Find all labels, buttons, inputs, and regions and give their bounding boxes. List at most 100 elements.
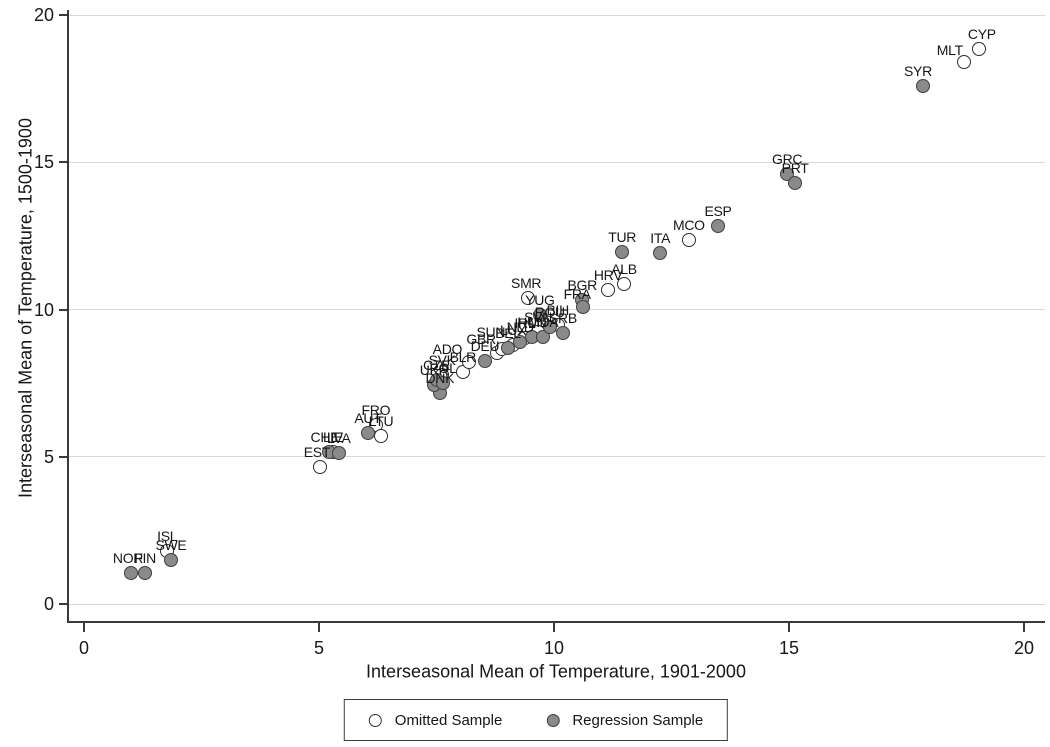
point-label-CZE: CZE <box>422 356 451 373</box>
point-label-TUR: TUR <box>608 229 637 246</box>
point-label-EST: EST <box>303 444 331 461</box>
point-label-CYP: CYP <box>967 25 996 42</box>
point-label-CHE: CHE <box>310 429 340 446</box>
x-tick <box>83 623 85 632</box>
point-label-HUN: HUN <box>517 313 547 330</box>
point-label-NOR: NOR <box>112 550 144 567</box>
point-label-FRA: FRA <box>563 286 591 303</box>
point-label-ISL: ISL <box>157 527 178 544</box>
point-label-POL: POL <box>429 360 457 377</box>
point-ITA <box>653 245 668 260</box>
point-label-LTU: LTU <box>368 413 394 430</box>
point-NLD <box>513 335 528 350</box>
point-ALB <box>617 276 632 291</box>
y-tick <box>59 455 67 458</box>
point-label-MDA: MDA <box>528 313 559 330</box>
point-BEL <box>500 340 515 355</box>
y-gridline <box>68 603 1045 605</box>
point-SWE <box>163 552 178 567</box>
point-label-LIE: LIE <box>323 429 344 446</box>
point-label-DEU: DEU <box>470 338 500 355</box>
point-label-GBR: GBR <box>466 330 496 347</box>
point-label-SRB: SRB <box>548 310 577 327</box>
point-MLT <box>956 55 971 70</box>
x-tick <box>553 623 555 632</box>
point-label-NLD: NLD <box>506 319 534 336</box>
point-label-ALB: ALB <box>611 260 637 277</box>
x-tick <box>318 623 320 632</box>
point-NOR <box>124 566 138 581</box>
point-label-LVA: LVA <box>326 430 351 447</box>
point-label-DNK: DNK <box>425 370 455 387</box>
y-tick-label: 5 <box>43 446 54 467</box>
point-PRT <box>788 175 803 190</box>
point-FRA <box>576 300 591 315</box>
point-label-GRC: GRC <box>772 151 803 168</box>
point-CYP <box>971 41 986 56</box>
omitted-sample-marker-icon <box>368 713 382 727</box>
y-gridline <box>68 14 1045 16</box>
point-label-ESP: ESP <box>704 203 732 220</box>
x-tick <box>1023 623 1025 632</box>
point-label-IRL: IRL <box>514 315 536 332</box>
y-tick-label: 0 <box>43 594 54 614</box>
legend: Omitted Sample Regression Sample <box>343 699 729 741</box>
x-axis-line <box>67 621 1045 623</box>
regression-sample-label: Regression Sample <box>572 711 704 729</box>
point-HRV <box>601 283 616 298</box>
y-tick <box>59 161 67 164</box>
point-EST <box>312 460 327 475</box>
point-SRB <box>555 326 570 341</box>
point-label-ADO: ADO <box>432 340 463 357</box>
point-label-FRO: FRO <box>361 401 391 418</box>
omitted-sample-label: Omitted Sample <box>394 711 503 729</box>
y-tick-label: 10 <box>33 299 54 320</box>
point-label-FIN: FIN <box>134 550 156 567</box>
point-label-BGR: BGR <box>567 276 597 293</box>
point-label-ITA: ITA <box>650 229 671 246</box>
point-label-YUG: YUG <box>525 292 555 309</box>
x-tick-label: 10 <box>543 638 565 658</box>
point-label-SUN: SUN <box>476 324 506 341</box>
point-ADO <box>462 354 477 369</box>
x-tick <box>788 623 790 632</box>
point-SYR <box>915 78 930 93</box>
point-label-SWE: SWE <box>155 536 187 553</box>
point-LTU <box>374 429 389 444</box>
point-DEU <box>477 354 492 369</box>
point-SMR <box>521 290 536 305</box>
y-tick-label: 15 <box>33 152 54 173</box>
point-label-HRV: HRV <box>593 267 623 284</box>
x-tick-label: 5 <box>313 638 325 658</box>
y-axis-line <box>67 10 69 622</box>
y-gridline <box>68 309 1045 310</box>
y-tick <box>59 603 67 605</box>
point-LVA <box>331 446 346 461</box>
point-POL <box>436 376 451 391</box>
point-label-BLR: BLR <box>449 348 477 365</box>
y-axis-title: Interseasonal Mean of Temperature, 1500-… <box>15 118 36 498</box>
point-FIN <box>138 566 153 581</box>
point-label-SYR: SYR <box>903 62 932 79</box>
point-MCO <box>681 232 696 247</box>
point-AUT <box>360 425 375 440</box>
regression-sample-marker-icon <box>546 713 560 727</box>
y-gridline <box>68 456 1045 458</box>
point-label-SVN: SVN <box>524 308 552 325</box>
point-YUG <box>532 308 547 323</box>
point-label-BIH: BIH <box>546 302 570 319</box>
point-label-ROU: ROU <box>534 303 566 320</box>
point-ESP <box>711 219 726 234</box>
point-label-UKR: UKR <box>419 361 449 378</box>
point-label-SMR: SMR <box>511 274 542 291</box>
point-label-SVK: SVK <box>428 351 456 368</box>
y-tick <box>59 308 67 311</box>
x-tick-label: 15 <box>778 638 800 658</box>
x-tick-label: 0 <box>78 638 90 658</box>
point-label-MLT: MLT <box>936 42 963 59</box>
point-label-MCO: MCO <box>672 216 705 233</box>
point-label-PRT: PRT <box>781 159 809 176</box>
point-label-BEL: BEL <box>495 324 521 341</box>
